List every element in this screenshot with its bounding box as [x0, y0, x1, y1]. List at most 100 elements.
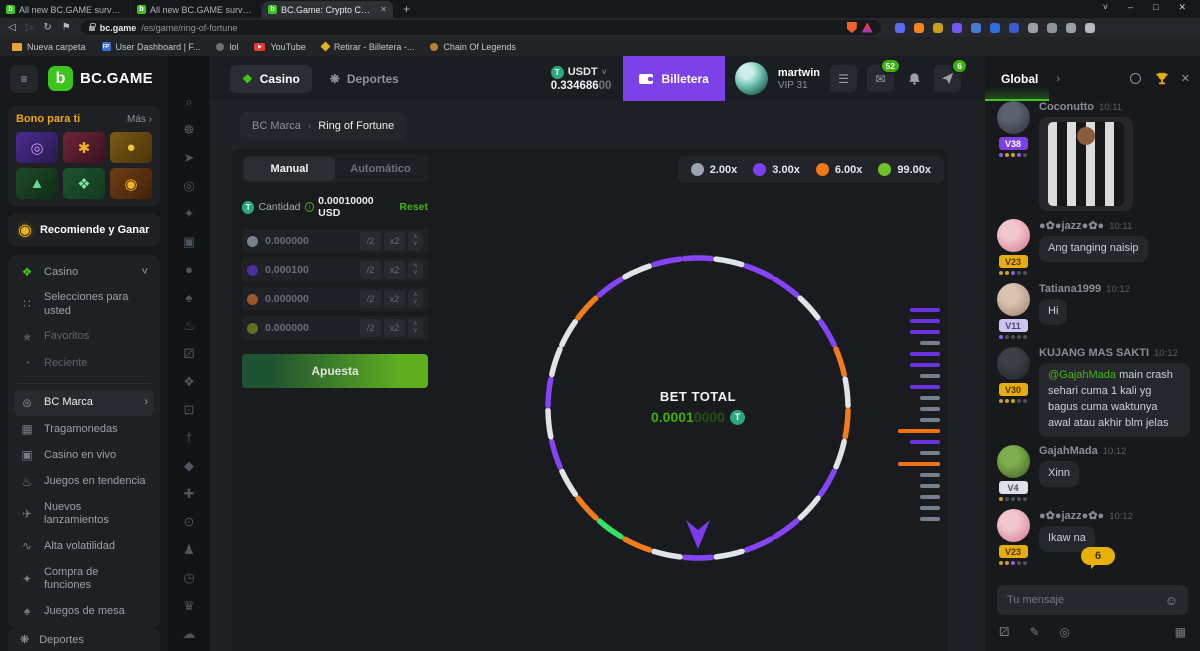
extension-purple-wallet-icon[interactable]	[951, 22, 962, 33]
sidebar-item-bc-originals[interactable]: ⊛ BC Marca ›	[14, 389, 154, 416]
bet-stepper[interactable]: ∧ ∨	[408, 261, 423, 279]
bookmark-youtube[interactable]: ▶ YouTube	[254, 42, 306, 52]
user-menu-button[interactable]: ☰	[830, 65, 857, 92]
address-bar[interactable]: bc.game /es/game/ring-of-fortune	[80, 20, 881, 35]
tab-manual[interactable]: Manual	[244, 157, 335, 181]
bookmark-button[interactable]: ⚑	[61, 21, 71, 33]
tab-sports[interactable]: ❋ Deportes	[318, 65, 411, 93]
pawn-icon[interactable]: ♟	[183, 542, 195, 557]
maximize-button[interactable]: □	[1153, 2, 1159, 12]
bet-stepper[interactable]: ∧ ∨	[408, 232, 423, 250]
crown-icon[interactable]: ♛	[183, 598, 195, 613]
extension-coin-icon[interactable]	[932, 22, 943, 33]
keyboard-icon[interactable]: ▦	[1174, 625, 1186, 639]
extension-blue-ext-icon[interactable]	[970, 22, 981, 33]
sword-icon[interactable]: †	[185, 430, 193, 445]
bet-button[interactable]: Apuesta	[242, 354, 428, 388]
stepper-up-icon[interactable]: ∧	[413, 263, 418, 270]
extension-shield-r-icon[interactable]	[1008, 22, 1019, 33]
close-button[interactable]: ✕	[1178, 2, 1186, 12]
stepper-up-icon[interactable]: ∧	[413, 234, 418, 241]
extension-side-panel-icon[interactable]	[1046, 22, 1057, 33]
sidebar-item-favorites[interactable]: ★ Favoritos	[14, 324, 154, 350]
bonus-tile-rocket-bonus[interactable]: ▲	[16, 168, 58, 199]
bookmark-dot[interactable]: lol	[216, 42, 238, 52]
bet-stepper[interactable]: ∧ ∨	[408, 319, 423, 337]
reload-button[interactable]: ↻	[43, 21, 52, 33]
bonus-tile-coins-bonus[interactable]: ◉	[110, 168, 152, 199]
sidebar-item-feature-buy[interactable]: ✦ Compra de funciones	[14, 560, 154, 598]
chat-mention[interactable]: @GajahMada	[1048, 369, 1117, 382]
bonus-more-link[interactable]: Más ›	[127, 113, 152, 125]
pen-icon[interactable]: ✎	[1029, 625, 1040, 639]
back-button[interactable]: ◁	[8, 21, 16, 33]
sidebar-item-slots[interactable]: ▦ Tragamonedas	[14, 416, 154, 442]
inbox-button[interactable]: ✉ 52	[867, 58, 901, 92]
bonus-tile-cash-bonus[interactable]: ❖	[63, 168, 105, 199]
extension-circle-blue-icon[interactable]	[989, 22, 1000, 33]
gem-icon[interactable]: ◆	[184, 458, 194, 473]
double-bet-button[interactable]: x2	[384, 319, 405, 337]
extension-cursor-icon[interactable]	[894, 22, 905, 33]
slot-icon[interactable]: ▣	[182, 234, 196, 249]
bookmark-diamond[interactable]: Retirar - Billetera -...	[320, 42, 414, 52]
tab-search-chevron[interactable]: ˅	[1102, 2, 1108, 12]
trophy-icon[interactable]	[1155, 72, 1169, 86]
orb-icon[interactable]: ⊙	[183, 514, 195, 529]
half-bet-button[interactable]: /2	[360, 261, 381, 279]
extension-puzzle-icon[interactable]	[1027, 22, 1038, 33]
double-bet-button[interactable]: x2	[384, 232, 405, 250]
bookmark-folder[interactable]: Nueva carpeta	[12, 42, 86, 52]
plus-icon[interactable]: ✚	[183, 486, 195, 501]
double-bet-button[interactable]: x2	[384, 261, 405, 279]
stepper-up-icon[interactable]: ∧	[413, 321, 418, 328]
chat-close-icon[interactable]: ✕	[1180, 73, 1190, 85]
user-avatar[interactable]	[734, 62, 768, 95]
sidebar-item-new-releases[interactable]: ✈ Nuevos lanzamientos	[14, 495, 154, 533]
chat-input[interactable]	[1007, 594, 1159, 606]
coin-icon[interactable]: ◎	[1059, 625, 1070, 639]
browser-tab-2[interactable]: b All new BC.GAME survey & feedback	[131, 1, 262, 18]
bet-stepper[interactable]: ∧ ∨	[408, 290, 423, 308]
bonus-tile-target-bonus[interactable]: ◎	[16, 132, 58, 163]
reset-button[interactable]: Reset	[399, 201, 429, 213]
info-icon[interactable]: i	[304, 202, 315, 212]
stepper-down-icon[interactable]: ∨	[413, 241, 418, 247]
cloud-icon[interactable]: ☁	[182, 626, 196, 641]
chips-icon[interactable]: ✦	[183, 206, 195, 221]
cash-icon[interactable]: ❖	[183, 374, 195, 389]
notifications-button[interactable]	[904, 72, 924, 86]
new-messages-badge[interactable]: 6	[1081, 547, 1116, 569]
bookmark-dot[interactable]: Chain Of Legends	[430, 42, 516, 52]
bookmark-fp[interactable]: FP User Dashboard | F...	[101, 42, 200, 52]
extension-metamask-icon[interactable]	[913, 22, 924, 33]
emoji-picker-icon[interactable]: ☺	[1164, 592, 1178, 608]
sidebar-item-casino[interactable]: ❖ Casino ˅	[14, 259, 154, 285]
sidebar-toggle-icon[interactable]: ≡	[10, 64, 38, 93]
chevron-right-icon[interactable]: ›	[1056, 72, 1061, 85]
forward-button[interactable]: ▷	[25, 21, 34, 33]
chat-rules-icon[interactable]	[1129, 73, 1141, 84]
refer-and-earn[interactable]: ◉ Recomiende y Ganar	[8, 213, 160, 247]
dice-icon[interactable]: ⚂	[183, 346, 195, 361]
browser-tab-1[interactable]: b All new BC.GAME survey & feedback	[0, 1, 131, 18]
frame-icon[interactable]: ⊡	[183, 402, 195, 417]
bonus-tile-wheel-bonus[interactable]: ✱	[63, 132, 105, 163]
extension-wallet-icon[interactable]	[1065, 22, 1076, 33]
dice-icon[interactable]: ⚂	[999, 625, 1010, 639]
chat-toggle-button[interactable]: 6	[934, 58, 968, 92]
search-icon[interactable]: ⌕	[185, 94, 193, 109]
sidebar-item-sports[interactable]: ❋ Deportes	[8, 628, 160, 651]
currency-selector[interactable]: T USDT ˅ 0.33468600	[550, 65, 611, 92]
sidebar-item-live-casino[interactable]: ▣ Casino en vivo	[14, 442, 154, 468]
bcgame-logo[interactable]: b BC.GAME	[48, 66, 153, 91]
browser-tab-3[interactable]: b BC.Game: Crypto Casino Games & ✕	[262, 1, 393, 18]
minimize-button[interactable]: –	[1128, 2, 1134, 12]
new-tab-button[interactable]: +	[403, 2, 411, 16]
sidebar-item-high-volatility[interactable]: ∿ Alta volatilidad	[14, 533, 154, 559]
stepper-up-icon[interactable]: ∧	[413, 292, 418, 299]
breadcrumb-parent[interactable]: BC Marca	[252, 120, 301, 132]
sidebar-item-trending[interactable]: ♨ Juegos en tendencia	[14, 469, 154, 495]
fire-icon[interactable]: ♨	[183, 318, 195, 333]
extension-menu-icon[interactable]	[1084, 22, 1095, 33]
